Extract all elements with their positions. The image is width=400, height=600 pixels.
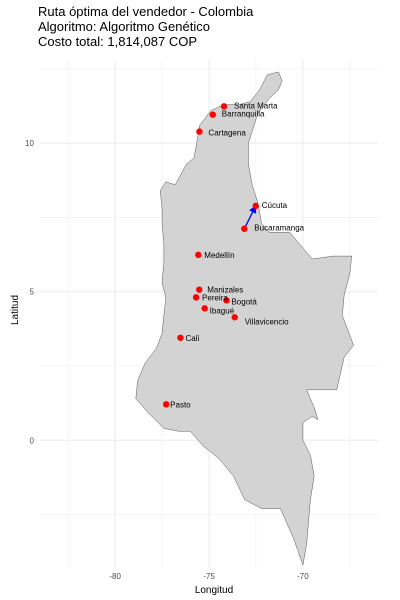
city-label: Pasto: [170, 400, 191, 409]
colombia-shape: [135, 71, 354, 566]
y-tick-label: 0: [30, 436, 35, 445]
city-point: [241, 225, 248, 232]
city-label: Santa Marta: [234, 101, 278, 110]
city-label: Cartagena: [208, 129, 246, 138]
city-point: [195, 251, 202, 259]
city-label: Bogotá: [231, 297, 257, 306]
y-tick-label: 5: [30, 288, 35, 297]
city-label: Villavicencio: [245, 317, 289, 326]
city-label: Ibagué: [210, 306, 235, 315]
city-label: Cúcuta: [262, 201, 288, 210]
axis-ticks: -80 -75 -70 0 5 10: [25, 139, 309, 581]
x-axis-label: Longitud: [195, 585, 233, 596]
city-label: Medellín: [204, 251, 234, 260]
city-label: Manizales: [207, 286, 243, 295]
city-point: [192, 294, 200, 301]
y-axis-label: Latitud: [10, 295, 21, 325]
city-point: [201, 305, 208, 312]
city-points: [162, 103, 259, 408]
title-line-route: Ruta óptima del vendedor - Colombia: [38, 4, 254, 19]
city-point: [220, 103, 228, 110]
route-segment: [243, 205, 257, 230]
x-tick-label: -70: [297, 572, 309, 581]
y-tick-label: 10: [25, 139, 34, 148]
title-line-algorithm: Algoritmo: Algoritmo Genético: [38, 19, 210, 34]
colombia-land: [135, 71, 354, 566]
city-label: Cali: [185, 334, 199, 343]
city-label: Bucaramanga: [254, 224, 304, 233]
title-line-cost: Costo total: 1,814,087 COP: [38, 34, 197, 49]
route-lines: [243, 205, 257, 230]
city-label: Barranquilla: [222, 110, 265, 119]
x-tick-label: -75: [203, 572, 215, 581]
city-point: [209, 111, 216, 118]
city-point: [196, 128, 203, 135]
city-point: [231, 314, 238, 321]
city-point: [252, 202, 259, 210]
city-point: [162, 401, 170, 408]
city-point: [196, 286, 203, 293]
city-label: Pereira: [202, 293, 228, 302]
city-point: [223, 297, 230, 304]
city-point: [177, 334, 184, 341]
x-tick-label: -80: [109, 572, 121, 581]
